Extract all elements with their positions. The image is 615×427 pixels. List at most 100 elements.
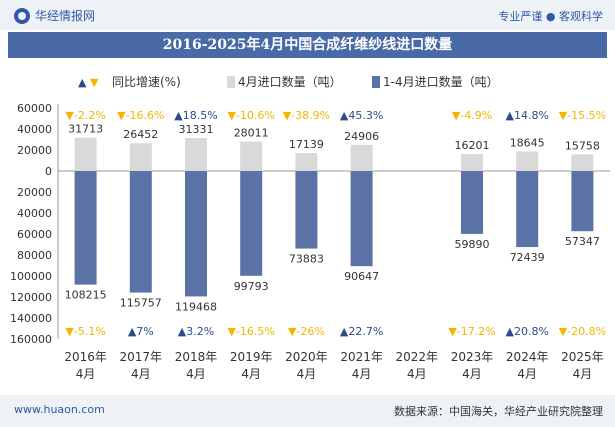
legend: ▲ ▼ 同比增速(%) 4月进口数量（吨） 1-4月进口数量（吨）: [78, 74, 499, 89]
y-tick-label: 40000: [17, 207, 52, 220]
chart-title: 2016-2025年4月中国合成纤维纱线进口数量: [8, 32, 607, 58]
april-growth-label: ▼-2.2%: [65, 109, 105, 122]
april-value-label: 24906: [344, 130, 379, 143]
april-value-label: 18645: [510, 136, 545, 149]
y-tick-label: 160000: [10, 333, 52, 346]
x-tick-label: 2024年: [506, 350, 549, 364]
website-link[interactable]: www.huaon.com: [14, 403, 105, 416]
ytd-bar: [240, 171, 263, 276]
data-source: 数据来源：中国海关，华经产业研究院整理: [394, 405, 603, 418]
april-value-label: 31713: [68, 123, 103, 136]
x-tick-label: 2021年: [340, 350, 383, 364]
ytd-bar: [350, 171, 373, 267]
x-tick-label: 4月: [352, 367, 372, 381]
brand-name: 华经情报网: [35, 9, 96, 23]
x-tick-label: 4月: [241, 367, 261, 381]
x-tick-label: 4月: [407, 367, 427, 381]
ytd-growth-label: ▲22.7%: [340, 325, 383, 338]
y-tick-label: 20000: [17, 186, 52, 199]
ytd-growth-label: ▲7%: [128, 325, 154, 338]
ytd-bar: [461, 171, 483, 234]
legend-up-icon: ▲: [78, 76, 87, 89]
ytd-bar: [74, 171, 97, 285]
x-tick-label: 2022年: [396, 350, 439, 364]
april-growth-label: ▼-4.9%: [452, 109, 492, 122]
y-tick-label: 20000: [17, 144, 52, 157]
ytd-growth-label: ▼-17.2%: [448, 325, 495, 338]
legend-april-label: 4月进口数量（吨）: [238, 74, 342, 89]
chart: ▲ ▼ 同比增速(%) 4月进口数量（吨） 1-4月进口数量（吨） 60000 4…: [10, 74, 610, 381]
x-tick-label: 2018年: [175, 350, 218, 364]
x-tick-label: 2023年: [451, 350, 494, 364]
ytd-growth-label: ▲20.8%: [505, 325, 548, 338]
ytd-value-label: 90647: [344, 270, 379, 283]
ytd-bar: [516, 171, 539, 248]
april-value-label: 28011: [234, 127, 269, 140]
april-bar: [350, 144, 373, 171]
x-tick-label: 4月: [186, 367, 206, 381]
ytd-bar: [571, 171, 594, 232]
april-bar: [571, 154, 594, 171]
april-value-label: 31331: [179, 123, 214, 136]
april-bar: [240, 141, 263, 171]
april-bar: [129, 143, 152, 171]
y-tick-label: 100000: [10, 270, 52, 283]
april-value-label: 26452: [123, 128, 158, 141]
x-tick-label: 4月: [462, 367, 482, 381]
ytd-value-label: 73883: [289, 253, 324, 266]
ytd-bar: [295, 171, 318, 249]
april-value-label: 15758: [565, 139, 600, 152]
top-bar: 华经情报网 专业严谨 ● 客观科学: [0, 0, 615, 30]
y-tick-label: 40000: [17, 123, 52, 136]
ytd-value-label: 57347: [565, 235, 600, 248]
x-tick-label: 2017年: [120, 350, 163, 364]
x-tick-label: 2016年: [64, 350, 107, 364]
y-tick-label: 80000: [17, 249, 52, 262]
april-bar: [74, 137, 97, 171]
legend-ytd-label: 1-4月进口数量（吨）: [383, 74, 499, 89]
x-tick-label: 4月: [76, 367, 96, 381]
ytd-value-label: 115757: [120, 297, 162, 310]
x-tick-label: 4月: [517, 367, 537, 381]
april-growth-label: ▲45.3%: [340, 109, 383, 122]
legend-april-swatch: [227, 76, 235, 88]
y-tick-label: 60000: [17, 102, 52, 115]
ytd-bar: [185, 171, 207, 297]
y-tick-label: 0: [45, 165, 52, 178]
y-tick-label: 140000: [10, 312, 52, 325]
y-tick-label: 60000: [17, 228, 52, 241]
april-value-label: 16201: [455, 139, 490, 152]
april-growth-label: ▲18.5%: [174, 109, 217, 122]
plot-area: 60000 40000 20000 0 20000 40000 60000 80000 1000…: [10, 102, 610, 381]
legend-down-icon: ▼: [90, 76, 99, 89]
ytd-growth-label: ▼-26%: [288, 325, 325, 338]
april-growth-label: ▼-38.9%: [283, 109, 330, 122]
x-tick-label: 4月: [573, 367, 593, 381]
april-value-label: 17139: [289, 138, 324, 151]
april-growth-label: ▼-15.5%: [559, 109, 606, 122]
legend-ytd-swatch: [372, 76, 380, 88]
brand[interactable]: 华经情报网: [14, 7, 95, 24]
ytd-value-label: 99793: [234, 280, 269, 293]
april-bar: [516, 151, 539, 171]
ytd-value-label: 119468: [175, 300, 217, 313]
april-growth-label: ▲14.8%: [505, 109, 548, 122]
april-growth-label: ▼-10.6%: [228, 109, 275, 122]
y-tick-label: 120000: [10, 291, 52, 304]
globe-logo-icon: [14, 7, 30, 24]
footer: www.huaon.com 数据来源：中国海关，华经产业研究院整理: [0, 395, 615, 427]
ytd-growth-label: ▼-5.1%: [65, 325, 105, 338]
ytd-value-label: 72439: [510, 251, 545, 264]
x-tick-label: 2019年: [230, 350, 273, 364]
ytd-growth-label: ▼-16.5%: [228, 325, 275, 338]
ytd-value-label: 59890: [455, 238, 490, 251]
april-growth-label: ▼-16.6%: [117, 109, 164, 122]
ytd-growth-label: ▲3.2%: [178, 325, 214, 338]
ytd-value-label: 108215: [65, 289, 107, 302]
x-tick-label: 4月: [131, 367, 151, 381]
legend-growth-label: 同比增速(%): [112, 75, 181, 89]
april-bar: [461, 153, 483, 171]
ytd-growth-label: ▼-20.8%: [559, 325, 606, 338]
x-tick-label: 2020年: [285, 350, 328, 364]
x-tick-label: 4月: [297, 367, 317, 381]
